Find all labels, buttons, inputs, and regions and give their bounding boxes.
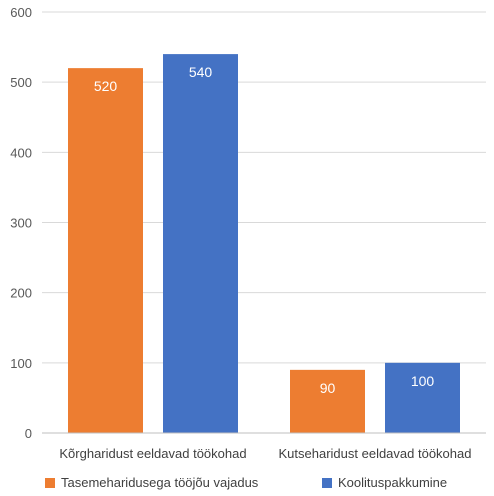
bar: [290, 369, 365, 433]
data-label: 540: [189, 64, 213, 80]
data-label: 90: [320, 380, 336, 396]
legend: Tasemeharidusega tööjõu vajadus Koolitusp…: [45, 475, 447, 490]
bar: [68, 68, 143, 433]
x-category-label: Kõrgharidust eeldavad töökohad: [59, 446, 246, 461]
x-axis-category-labels: Kõrgharidust eeldavad töökohad Kutseharid…: [59, 446, 471, 461]
y-axis-tick-labels: 0 100 200 300 400 500 600: [10, 5, 32, 441]
bar-series: [68, 54, 460, 433]
data-label: 520: [94, 78, 118, 94]
legend-swatch: [45, 478, 55, 488]
x-category-label: Kutseharidust eeldavad töökohad: [279, 446, 472, 461]
y-tick-label: 600: [10, 5, 32, 20]
y-tick-label: 300: [10, 216, 32, 231]
data-labels: 520 540 90 100: [94, 64, 435, 396]
legend-label: Koolituspakkumine: [338, 475, 447, 490]
bar: [385, 362, 460, 433]
data-label: 100: [411, 373, 435, 389]
bar: [163, 54, 238, 433]
y-tick-label: 100: [10, 356, 32, 371]
y-tick-label: 200: [10, 286, 32, 301]
y-tick-label: 500: [10, 75, 32, 90]
y-tick-label: 0: [25, 426, 32, 441]
y-tick-label: 400: [10, 145, 32, 160]
legend-label: Tasemeharidusega tööjõu vajadus: [61, 475, 259, 490]
legend-swatch: [322, 478, 332, 488]
